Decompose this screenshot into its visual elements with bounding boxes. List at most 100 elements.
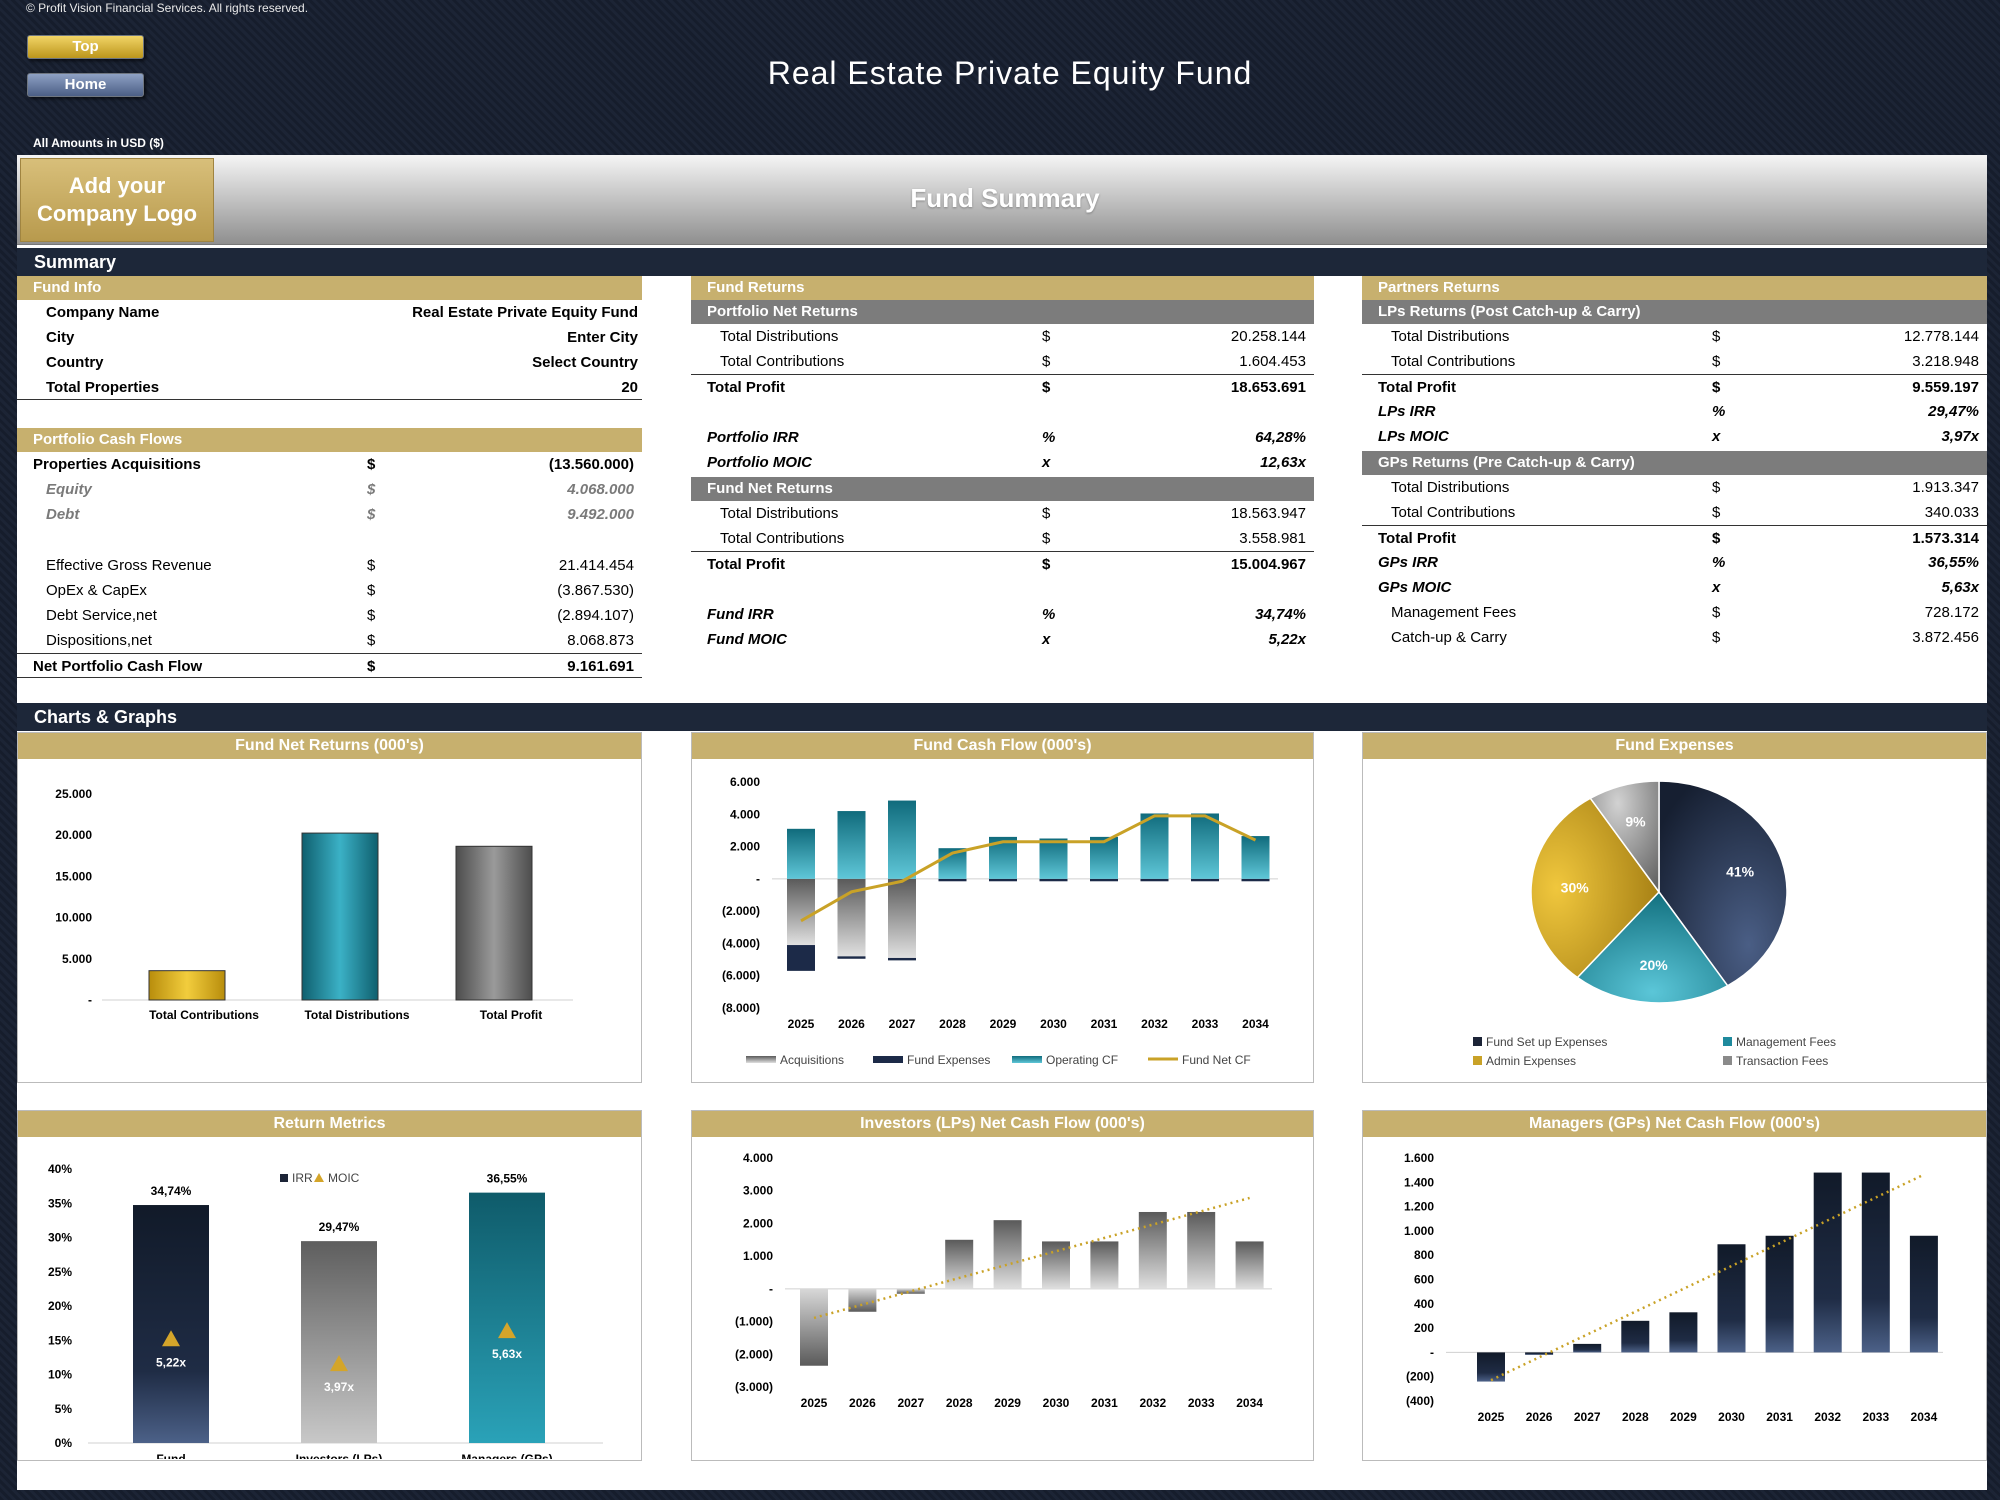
y-tick-label: (1.000) — [735, 1315, 773, 1329]
irr-bar — [301, 1241, 377, 1443]
row-unit: % — [1042, 429, 1056, 446]
company-logo-placeholder[interactable]: Add your Company Logo — [20, 158, 214, 242]
operating-cf-bar — [1140, 813, 1169, 879]
x-tick-label: 2031 — [1091, 1017, 1118, 1031]
y-tick-label: 40% — [48, 1162, 72, 1176]
x-tick-label: 2026 — [849, 1396, 876, 1410]
chart-title: Fund Net Returns (000's) — [18, 733, 641, 759]
y-tick-label: 5% — [55, 1402, 73, 1416]
row-value: 4.068.000 — [567, 481, 634, 498]
y-tick-label: - — [1430, 1345, 1434, 1359]
row-value: 728.172 — [1924, 604, 1979, 621]
bar-2032 — [1813, 1172, 1842, 1353]
charts-section-header: Charts & Graphs — [17, 703, 1987, 731]
y-tick-label: 20% — [48, 1299, 72, 1313]
row-value[interactable]: Real Estate Private Equity Fund — [412, 304, 638, 321]
table-row: Total Profit $9.559.197 — [1362, 374, 1987, 399]
trend-line — [813, 1196, 1250, 1320]
return-metrics-svg: 40% 35% 30% 25% 20% 15% 10% 5% 0% 34,74% 5,22x Fund… — [48, 1162, 603, 1466]
bar-2032 — [1138, 1211, 1167, 1289]
pie-slice-4 — [1589, 780, 1660, 895]
row-unit: $ — [1042, 379, 1051, 396]
fund-returns-panel: Fund Returns Portfolio Net Returns Total… — [691, 276, 1314, 654]
x-tick-label: 2033 — [1192, 1017, 1219, 1031]
x-tick-label: Total Profit — [480, 1008, 542, 1022]
top-button[interactable]: Top — [27, 35, 144, 59]
home-button[interactable]: Home — [27, 73, 144, 97]
y-tick-label: (2.000) — [722, 904, 760, 918]
trend-line — [1490, 1173, 1925, 1382]
slice-label: 30% — [1561, 879, 1590, 895]
row-value: 20 — [621, 379, 638, 396]
row-value: 64,28% — [1255, 429, 1306, 446]
x-tick-label: Investors (LPs) — [296, 1452, 383, 1459]
row-value[interactable]: Enter City — [567, 329, 638, 346]
table-row: Portfolio MOIC x 12,63x — [691, 450, 1314, 475]
row-unit: $ — [1042, 328, 1051, 345]
row-label: Total Profit — [1378, 530, 1457, 547]
row-value[interactable]: Select Country — [532, 354, 638, 371]
x-tick-label: Fund — [156, 1452, 185, 1459]
row-unit: $ — [367, 607, 376, 624]
table-row: Total Properties 20 — [17, 375, 642, 400]
copyright-text: © Profit Vision Financial Services. All … — [26, 1, 309, 15]
legend-swatch — [1473, 1056, 1482, 1065]
x-tick-label: 2029 — [994, 1396, 1021, 1410]
x-tick-label: Managers (GPs) — [461, 1452, 552, 1459]
table-row: Portfolio IRR% 64,28% — [691, 425, 1314, 450]
slice-label: 9% — [1625, 814, 1646, 830]
row-label: Fund MOIC — [707, 631, 787, 648]
x-tick-label: Total Contributions — [149, 1008, 259, 1022]
row-unit: $ — [367, 582, 376, 599]
chart-fund-net-returns: Fund Net Returns (000's) 25.000 20.000 15.… — [17, 732, 642, 1083]
row-label: Properties Acquisitions — [33, 456, 201, 473]
row-value: 1.913.347 — [1912, 479, 1979, 496]
x-tick-label: 2027 — [1574, 1410, 1601, 1424]
bar-2028 — [945, 1239, 974, 1289]
fund-expenses-bar — [989, 878, 1017, 882]
row-unit: $ — [1042, 353, 1051, 370]
row-unit: $ — [1712, 479, 1721, 496]
y-tick-label: 25% — [48, 1265, 72, 1279]
operating-cf-bar — [837, 811, 866, 879]
chart-title: Return Metrics — [18, 1111, 641, 1137]
row-label: Total Contributions — [720, 530, 845, 547]
fund-expenses-bar — [1191, 878, 1219, 882]
row-unit: x — [1042, 631, 1051, 648]
bar-2033 — [1187, 1211, 1216, 1289]
fund-expenses-bar — [837, 956, 866, 959]
summary-banner — [17, 155, 1987, 245]
row-value: 8.068.873 — [567, 632, 634, 649]
legend-label: Fund Net CF — [1182, 1053, 1251, 1067]
y-tick-label: 1.200 — [1404, 1200, 1434, 1214]
moic-marker — [162, 1330, 180, 1347]
irr-label: 36,55% — [487, 1172, 528, 1186]
row-label: Dispositions,net — [46, 632, 152, 649]
table-row: GPs MOIC x 5,63x — [1362, 575, 1987, 600]
chart-fund-expenses: Fund Expenses 41% 20% 30% 9% Fund Set up Exp… — [1362, 732, 1987, 1083]
y-tick-label: 6.000 — [730, 775, 760, 789]
bar-2029 — [993, 1220, 1022, 1289]
operating-cf-bar — [1241, 836, 1270, 879]
table-row: Country Select Country — [17, 350, 642, 375]
bar-2026 — [1525, 1352, 1554, 1355]
y-tick-label: 1.000 — [1404, 1224, 1434, 1238]
pie-slice-2 — [1576, 890, 1729, 1004]
table-row: Total Distributions $20.258.144 — [691, 324, 1314, 349]
x-tick-label: 2032 — [1139, 1396, 1166, 1410]
bar-2025 — [800, 1288, 828, 1366]
row-label: Total Contributions — [1391, 504, 1516, 521]
row-label: GPs MOIC — [1378, 579, 1452, 596]
row-label: Total Profit — [707, 556, 786, 573]
y-tick-label: 1.000 — [743, 1249, 773, 1263]
y-tick-label: (3.000) — [735, 1380, 773, 1394]
x-tick-label: 2025 — [788, 1017, 815, 1031]
legend-label: Transaction Fees — [1736, 1054, 1828, 1068]
row-unit: $ — [1712, 328, 1721, 345]
y-tick-label: 800 — [1414, 1248, 1434, 1262]
chart-gps-net-cash-flow: Managers (GPs) Net Cash Flow (000's) 1.6… — [1362, 1110, 1987, 1461]
row-label: Total Properties — [46, 379, 160, 396]
fund-expenses-bar — [1039, 878, 1068, 882]
table-row: Debt Service,net $ (2.894.107) — [17, 603, 642, 628]
y-tick-label: 35% — [48, 1196, 72, 1210]
